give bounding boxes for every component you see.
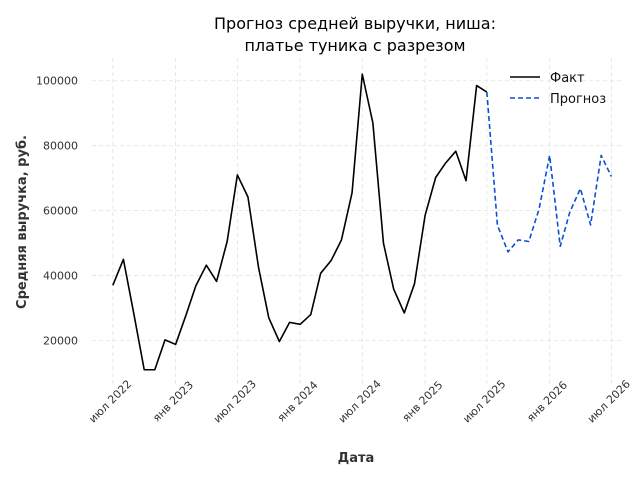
y-tick-label: 100000 <box>36 75 78 88</box>
series-line-forecast <box>486 92 613 253</box>
grid <box>92 58 622 386</box>
legend: Факт Прогноз <box>510 71 606 107</box>
chart-title-line-2: платье туника с разрезом <box>244 36 465 55</box>
y-tick-label: 80000 <box>43 140 78 153</box>
series-layer <box>112 73 613 371</box>
series-line-fact <box>112 73 488 371</box>
x-tick-label: янв 2023 <box>150 379 196 425</box>
x-tick-label: янв 2026 <box>524 379 570 425</box>
y-tick-label: 60000 <box>43 205 78 218</box>
x-tick-labels: июл 2022 янв 2023 июл 2023 янв 2024 июл 2024… <box>86 378 633 426</box>
chart-title-line-1: Прогноз средней выручки, ниша: <box>214 14 496 33</box>
x-tick-label: июл 2023 <box>211 378 259 426</box>
y-tick-label: 20000 <box>43 335 78 348</box>
x-tick-label: июл 2025 <box>460 378 508 426</box>
y-tick-label: 40000 <box>43 270 78 283</box>
y-tick-labels: 20000 40000 60000 80000 100000 <box>36 75 78 348</box>
x-tick-label: июл 2022 <box>86 378 134 426</box>
x-tick-label: июл 2024 <box>336 378 384 426</box>
x-axis-label: Дата <box>338 451 375 466</box>
x-tick-label: июл 2026 <box>585 378 633 426</box>
x-tick-label: янв 2025 <box>400 379 446 425</box>
legend-label-forecast: Прогноз <box>550 92 606 107</box>
legend-label-fact: Факт <box>550 71 585 86</box>
y-axis-label: Средняя выручка, руб. <box>15 135 30 309</box>
x-tick-label: янв 2024 <box>275 379 321 425</box>
